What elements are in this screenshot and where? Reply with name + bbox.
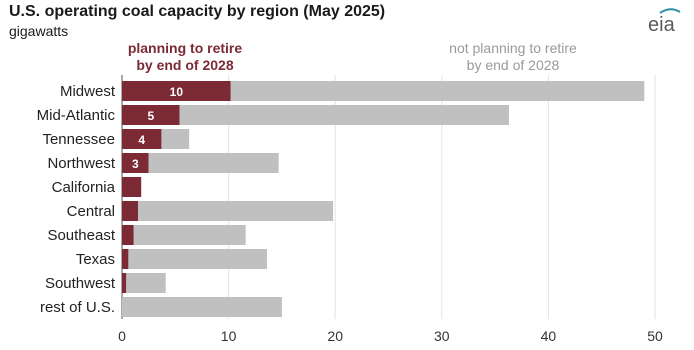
bar-retire-texas — [122, 249, 129, 269]
legend-retire-line1: planning to retire — [127, 40, 243, 56]
category-label: California — [52, 179, 116, 196]
eia-logo-swoosh — [659, 8, 681, 14]
category-label: Southeast — [47, 227, 115, 244]
chart-title: U.S. operating coal capacity by region (… — [9, 3, 386, 20]
legend-retire-line2: by end of 2028 — [136, 57, 234, 73]
bar-retire-midwest — [122, 81, 231, 101]
legend-keep-line2: by end of 2028 — [466, 57, 560, 73]
category-label: Texas — [76, 251, 115, 268]
bar-keep-central — [137, 201, 334, 221]
category-label: Mid-Atlantic — [37, 107, 116, 124]
bar-keep-midwest — [230, 81, 645, 101]
category-label: rest of U.S. — [40, 299, 115, 316]
bar-keep-northwest — [148, 153, 279, 173]
bar-keep-southeast — [133, 225, 246, 245]
category-label: Tennessee — [42, 131, 115, 148]
category-label: Northwest — [47, 155, 115, 172]
bar-retire-mid-atlantic — [122, 105, 180, 125]
category-label: Southwest — [45, 275, 116, 292]
legend-retire: planning to retire by end of 2028 — [105, 40, 265, 74]
bar-keep-southwest — [126, 273, 166, 293]
bar-keep-texas — [128, 249, 267, 269]
eia-logo-text: eia — [648, 14, 676, 36]
bar-keep-mid-atlantic — [179, 105, 509, 125]
x-tick-label-50: 50 — [647, 328, 663, 344]
chart-subtitle: gigawatts — [9, 23, 69, 39]
bar-retire-tennessee — [122, 129, 162, 149]
data-label-retire: 5 — [147, 109, 154, 123]
legend-keep: not planning to retire by end of 2028 — [418, 40, 608, 74]
bar-retire-southeast — [122, 225, 134, 245]
bar-retire-northwest — [122, 153, 149, 173]
x-tick-label-30: 30 — [434, 328, 450, 344]
data-label-retire: 3 — [132, 157, 139, 171]
data-label-retire: 4 — [138, 133, 145, 147]
category-label: Midwest — [60, 83, 116, 100]
x-tick-label-10: 10 — [221, 328, 237, 344]
bar-retire-central — [122, 201, 138, 221]
eia-logo: eia — [648, 8, 681, 36]
bar-keep-rest-of-u-s- — [122, 297, 282, 317]
bar-keep-tennessee — [161, 129, 190, 149]
bar-retire-california — [122, 177, 142, 197]
x-tick-label-20: 20 — [327, 328, 343, 344]
x-tick-label-0: 0 — [118, 328, 126, 344]
x-tick-label-40: 40 — [541, 328, 557, 344]
data-label-retire: 10 — [170, 85, 184, 99]
legend-keep-line1: not planning to retire — [449, 40, 577, 56]
bar-retire-southwest — [122, 273, 127, 293]
category-label: Central — [67, 203, 115, 220]
